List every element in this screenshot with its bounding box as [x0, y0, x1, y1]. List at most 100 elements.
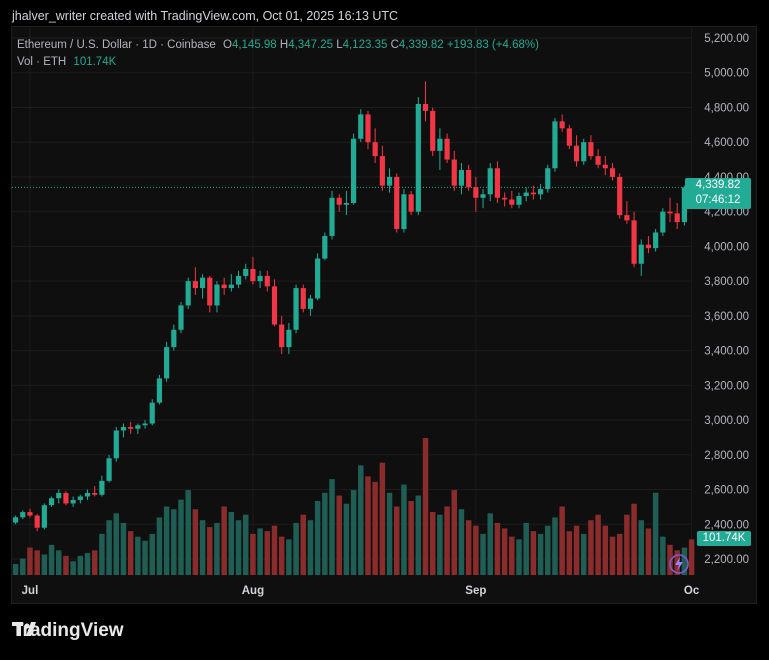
volume-bar — [358, 465, 364, 575]
lightning-alert-icon[interactable] — [668, 553, 690, 575]
volume-bar — [41, 554, 48, 575]
candle-body — [250, 268, 256, 282]
volume-bar — [264, 531, 271, 575]
volume-bar — [278, 536, 285, 575]
volume-bar — [667, 544, 673, 575]
volume-bar — [27, 547, 33, 575]
volume-bar — [142, 540, 148, 575]
candle-body — [336, 197, 342, 205]
volume-bar — [638, 520, 644, 575]
legend-volume-row: Vol · ETH 101.74K — [17, 54, 539, 71]
chart-legend: Ethereum / U.S. Dollar · 1D · Coinbase O… — [17, 37, 539, 71]
volume-bar — [135, 536, 141, 575]
candle-body — [358, 114, 364, 139]
candle-body — [99, 480, 105, 495]
volume-bar — [113, 513, 120, 575]
volume-bar — [595, 514, 601, 575]
volume-bar — [688, 539, 695, 575]
candle-body — [415, 103, 421, 212]
candle-body — [430, 110, 436, 151]
volume-bar — [465, 520, 472, 575]
candle-body — [56, 493, 62, 499]
volume-bar — [631, 503, 637, 575]
volume-bar — [523, 522, 529, 575]
y-tick-label: 3,200.00 — [704, 380, 749, 392]
candle-body — [92, 493, 98, 495]
volume-bar — [494, 522, 501, 575]
y-axis: 5,200.005,000.004,800.004,600.004,400.00… — [704, 33, 749, 566]
candle-body — [401, 194, 407, 230]
volume-bar — [394, 506, 400, 575]
candle-body — [588, 142, 594, 157]
candle-body — [228, 284, 234, 289]
volume-bar — [185, 490, 191, 575]
last-price-tag: 4,339.82 07:46:12 — [685, 178, 751, 209]
candle-body — [207, 277, 213, 306]
volume-bar — [681, 547, 688, 575]
volume-bar — [487, 513, 493, 575]
volume-bar — [372, 481, 378, 575]
candle-body — [444, 138, 450, 160]
x-tick-label: Oc — [684, 585, 700, 597]
candle-body — [624, 215, 630, 221]
candle-body — [34, 515, 40, 528]
volume-bar — [408, 501, 414, 575]
volume-bar — [163, 506, 170, 575]
volume-bar — [221, 506, 227, 575]
volume-bar — [537, 533, 544, 575]
volume-label[interactable]: Vol · ETH — [17, 56, 67, 68]
volume-bar — [545, 525, 551, 575]
volume-bar — [451, 490, 458, 575]
candle-body — [379, 156, 385, 186]
candle-body — [142, 423, 148, 426]
tradingview-logo-icon — [12, 622, 36, 636]
volume-bar — [70, 561, 76, 575]
y-tick-label: 4,800.00 — [704, 102, 749, 114]
candle-body — [77, 496, 83, 500]
volume-bar — [322, 492, 328, 575]
volume-bar — [48, 544, 55, 575]
volume-bar — [401, 484, 407, 575]
y-tick-label: 2,600.00 — [704, 485, 749, 497]
volume-bar — [501, 528, 508, 575]
candle-body — [149, 402, 155, 424]
bar-countdown: 07:46:12 — [695, 194, 741, 206]
candles — [13, 81, 687, 532]
volume-bars — [12, 438, 695, 575]
volume-bar — [250, 533, 256, 575]
volume-bar — [444, 506, 450, 575]
candle-body — [199, 277, 206, 289]
candle-body — [545, 168, 551, 190]
candle-body — [660, 211, 666, 233]
candle-body — [264, 275, 270, 287]
volume-bar — [580, 533, 587, 575]
volume-bar — [552, 517, 558, 575]
footer-brand: TradingView — [12, 620, 124, 642]
volume-bar — [99, 533, 105, 575]
volume-bar — [12, 564, 19, 575]
candle-body — [451, 159, 457, 186]
volume-bar — [120, 522, 127, 575]
candle-body — [559, 121, 565, 129]
volume-bar — [63, 555, 69, 575]
volume-bar — [207, 527, 213, 575]
volume-bar — [588, 520, 594, 575]
candle-body — [286, 329, 292, 348]
volume-bar — [509, 536, 515, 575]
candle-body — [566, 128, 572, 146]
candle-body — [473, 187, 479, 198]
chart-caption: jhalver_writer created with TradingView.… — [12, 9, 399, 23]
candle-body — [257, 275, 263, 282]
symbol-description[interactable]: Ethereum / U.S. Dollar · 1D · Coinbase — [17, 39, 216, 51]
volume-bar — [429, 511, 436, 575]
volume-bar — [34, 550, 40, 575]
volume-bar — [336, 495, 342, 575]
candle-body — [70, 499, 76, 504]
volume-bar — [171, 509, 177, 575]
candle-body — [595, 156, 601, 165]
volume-bar — [228, 511, 235, 575]
candle-body — [502, 197, 508, 200]
volume-bar — [235, 520, 242, 575]
volume-bar — [386, 492, 393, 575]
